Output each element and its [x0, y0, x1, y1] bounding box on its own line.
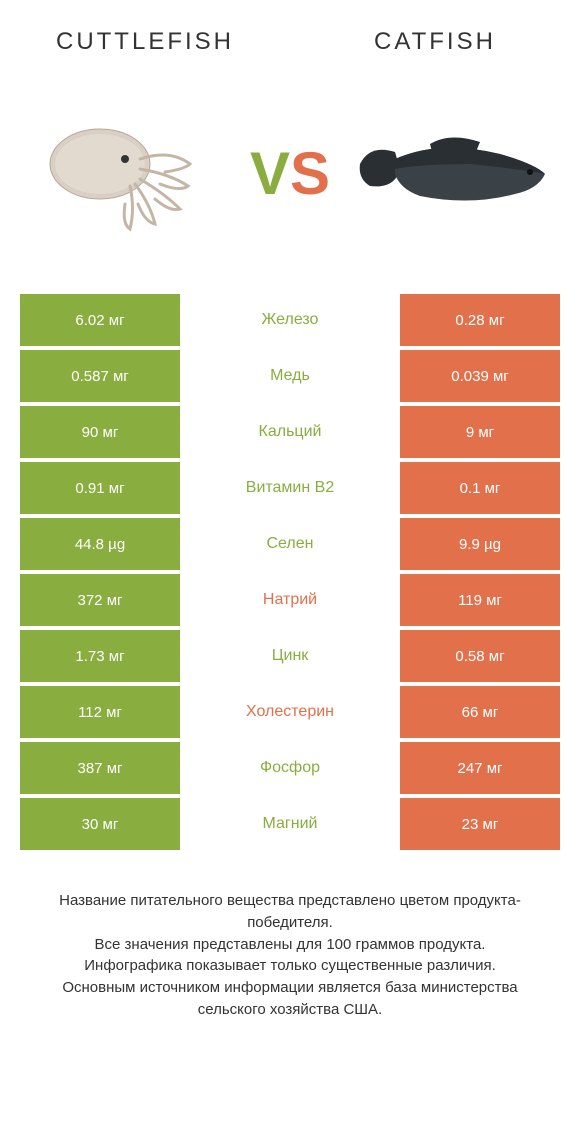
vs-s: S — [290, 140, 330, 207]
footer-line-2: Все значения представлены для 100 граммо… — [30, 934, 550, 956]
catfish-image — [340, 84, 560, 264]
left-value: 0.91 мг — [20, 462, 180, 514]
left-value: 112 мг — [20, 686, 180, 738]
right-value: 247 мг — [400, 742, 560, 794]
nutrient-label: Фосфор — [180, 742, 400, 794]
nutrient-label: Витамин B2 — [180, 462, 400, 514]
vs-v: V — [250, 140, 290, 207]
left-value: 372 мг — [20, 574, 180, 626]
header: CUTTLEFISH CATFISH — [0, 0, 580, 74]
nutrient-label: Цинк — [180, 630, 400, 682]
footer-line-4: Основным источником информации является … — [30, 977, 550, 1021]
left-value: 90 мг — [20, 406, 180, 458]
footer-notes: Название питательного вещества представл… — [0, 850, 580, 1021]
table-row: 6.02 мгЖелезо0.28 мг — [20, 294, 560, 346]
table-row: 30 мгМагний23 мг — [20, 798, 560, 850]
left-value: 44.8 µg — [20, 518, 180, 570]
table-row: 90 мгКальций9 мг — [20, 406, 560, 458]
right-value: 0.28 мг — [400, 294, 560, 346]
cuttlefish-image — [20, 84, 240, 264]
right-value: 23 мг — [400, 798, 560, 850]
right-value: 0.58 мг — [400, 630, 560, 682]
left-title: CUTTLEFISH — [0, 28, 290, 56]
table-row: 112 мгХолестерин66 мг — [20, 686, 560, 738]
left-value: 387 мг — [20, 742, 180, 794]
nutrient-label: Кальций — [180, 406, 400, 458]
left-value: 0.587 мг — [20, 350, 180, 402]
nutrient-label: Железо — [180, 294, 400, 346]
table-row: 0.587 мгМедь0.039 мг — [20, 350, 560, 402]
footer-line-3: Инфографика показывает только существенн… — [30, 955, 550, 977]
nutrient-label: Медь — [180, 350, 400, 402]
comparison-table: 6.02 мгЖелезо0.28 мг0.587 мгМедь0.039 мг… — [0, 294, 580, 850]
vs-label: VS — [240, 144, 340, 204]
table-row: 387 мгФосфор247 мг — [20, 742, 560, 794]
right-title: CATFISH — [290, 28, 580, 56]
footer-line-1: Название питательного вещества представл… — [30, 890, 550, 934]
right-value: 66 мг — [400, 686, 560, 738]
nutrient-label: Натрий — [180, 574, 400, 626]
table-row: 0.91 мгВитамин B20.1 мг — [20, 462, 560, 514]
left-value: 30 мг — [20, 798, 180, 850]
left-value: 1.73 мг — [20, 630, 180, 682]
right-value: 119 мг — [400, 574, 560, 626]
image-row: VS — [0, 74, 580, 294]
nutrient-label: Магний — [180, 798, 400, 850]
nutrient-label: Селен — [180, 518, 400, 570]
nutrient-label: Холестерин — [180, 686, 400, 738]
table-row: 1.73 мгЦинк0.58 мг — [20, 630, 560, 682]
right-value: 9.9 µg — [400, 518, 560, 570]
table-row: 44.8 µgСелен9.9 µg — [20, 518, 560, 570]
table-row: 372 мгНатрий119 мг — [20, 574, 560, 626]
right-value: 9 мг — [400, 406, 560, 458]
left-value: 6.02 мг — [20, 294, 180, 346]
right-value: 0.039 мг — [400, 350, 560, 402]
right-value: 0.1 мг — [400, 462, 560, 514]
